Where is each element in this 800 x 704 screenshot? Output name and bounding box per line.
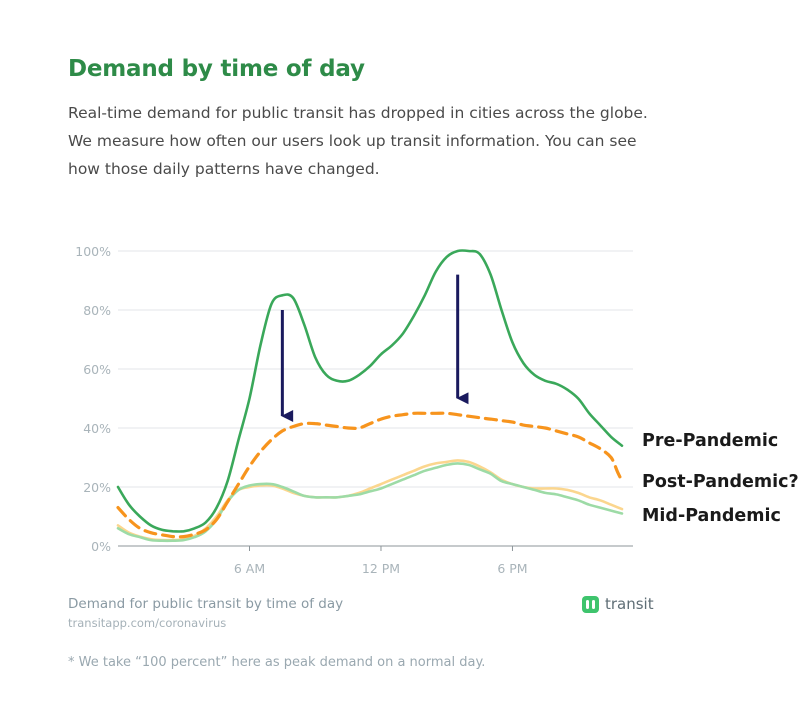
pre-pandemic-line <box>116 249 624 533</box>
page-description: Real-time demand for public transit has … <box>68 99 668 183</box>
series-label: Pre-Pandemic <box>642 431 778 451</box>
brand-logo: transit <box>582 594 654 614</box>
y-tick-label: 60% <box>83 362 111 377</box>
series-label: Mid-Pandemic <box>642 506 781 526</box>
description-line: how those daily patterns have changed. <box>68 160 380 178</box>
chart-caption: Demand for public transit by time of day <box>68 596 344 612</box>
y-tick-label: 100% <box>75 244 111 259</box>
x-tick-label: 6 AM <box>234 561 265 576</box>
page-title: Demand by time of day <box>68 56 365 82</box>
description-line: We measure how often our users look up t… <box>68 132 637 150</box>
x-tick-label: 6 PM <box>497 561 527 576</box>
chart-source: transitapp.com/coronavirus <box>68 616 227 630</box>
footnote: * We take “100 percent” here as peak dem… <box>68 655 486 670</box>
brand-name: transit <box>605 595 654 613</box>
x-tick-label: 12 PM <box>362 561 400 576</box>
y-tick-label: 20% <box>83 480 111 495</box>
y-tick-label: 80% <box>83 303 111 318</box>
post-pandemic-line <box>116 411 624 539</box>
transit-logo-icon <box>582 595 599 613</box>
y-tick-label: 40% <box>83 421 111 436</box>
y-tick-label: 0% <box>91 539 111 554</box>
description-line: Real-time demand for public transit has … <box>68 104 648 122</box>
mid-pandemic-line <box>116 462 624 543</box>
series-label: Post-Pandemic? <box>642 472 799 492</box>
